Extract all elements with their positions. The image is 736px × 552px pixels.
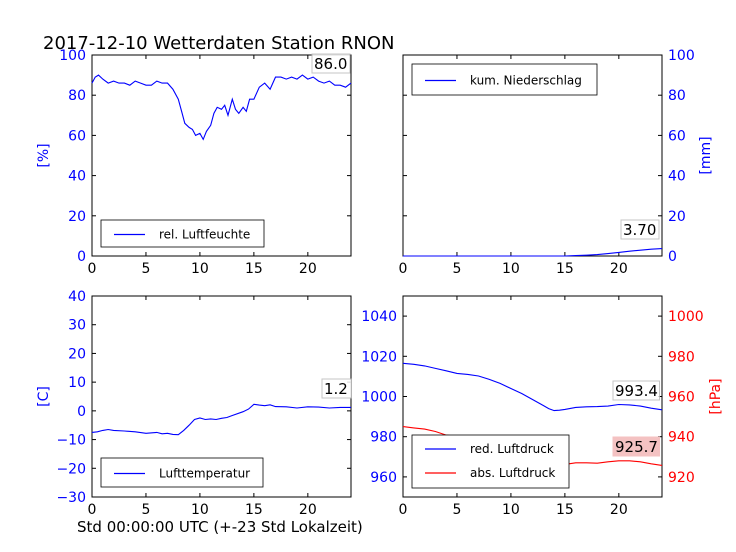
y-axis-label: [%] [36,143,52,167]
y-tick-label: 0 [668,249,677,265]
x-tick-label: 0 [88,502,97,518]
legend-entry: kum. Niederschlag [470,74,582,88]
y-tick-label: 100 [668,48,695,64]
y-tick-label: 40 [668,169,686,185]
x-tick-label: 15 [245,261,263,277]
y-tick-label: −20 [56,461,86,477]
legend-entry: Lufttemperatur [159,467,250,481]
legend-box [100,457,264,488]
x-tick-label: 15 [556,261,574,277]
legend-box [411,434,570,489]
y-tick-label: 60 [68,128,86,144]
legend-box [100,219,265,248]
x-tick-label: 20 [299,502,317,518]
x-tick-label: 20 [610,261,628,277]
x-tick-label: 15 [556,502,574,518]
chart-panel-4: 0 5 10 15 20 960 980 1000 1020 1040 920 940 960 980 10… [361,295,724,518]
y-tick-label: 80 [68,88,86,104]
y2-tick-label: 1000 [668,309,704,325]
x-tick-label: 10 [191,261,209,277]
y-axis-label: [mm] [698,136,714,174]
y-tick-label: 100 [59,48,86,64]
value-label-box [321,378,352,399]
y-tick-label: 30 [68,318,86,334]
x-tick-label: 10 [191,502,209,518]
chart-panel-3: 0 5 10 15 20 −30 −20 −10 0 10 20 30 40 [C] 1.2 Lufttemp… [36,289,352,518]
series-line [91,74,352,141]
x-tick-label: 15 [245,502,263,518]
value-label-box [311,53,351,74]
x-tick-label: 10 [502,261,520,277]
y2-tick-label: 960 [668,390,695,406]
y2-axis-label: [hPa] [708,378,724,414]
y-tick-label: 1000 [361,390,397,406]
value-label: 1.2 [324,380,348,398]
y-tick-label: 960 [370,470,397,486]
chart-panel-2: 0 5 10 15 20 0 20 40 60 80 100 [mm] 3.70 kum. Nieders… [399,48,714,277]
y-tick-label: 1020 [361,349,397,365]
x-tick-label: 5 [141,261,150,277]
x-tick-label: 10 [502,502,520,518]
y-tick-label: −30 [56,490,86,506]
y-tick-label: 10 [68,375,86,391]
series-line [402,362,663,412]
x-tick-label: 20 [610,502,628,518]
x-tick-label: 5 [452,502,461,518]
y-tick-label: 60 [668,128,686,144]
x-tick-label: 20 [299,261,317,277]
series-line [91,403,351,436]
legend-entry: abs. Luftdruck [470,466,555,480]
x-tick-label: 0 [399,261,408,277]
y-tick-label: −10 [56,433,86,449]
value-label-box [612,380,660,401]
y-tick-label: 20 [668,209,686,225]
legend-entry: red. Luftdruck [470,442,554,456]
value-label: 925.7 [615,438,658,456]
x-tick-label: 0 [88,261,97,277]
series-line [403,248,663,257]
y-tick-label: 40 [68,289,86,305]
y-tick-label: 0 [77,249,86,265]
y-tick-label: 980 [370,430,397,446]
y-tick-label: 1040 [361,309,397,325]
value-label-box [612,436,660,457]
x-tick-label: 5 [452,261,461,277]
chart-panel-1: 0 5 10 15 20 0 20 40 60 80 100 [%] 86.0 rel. Luftfeuc… [36,48,352,277]
x-tick-label: 0 [399,502,408,518]
y2-tick-label: 920 [668,470,695,486]
value-label-box [620,219,660,240]
y2-tick-label: 980 [668,349,695,365]
y-axis-label: [C] [36,386,52,407]
legend-entry: rel. Luftfeuchte [159,228,250,242]
y-tick-label: 80 [668,88,686,104]
legend-box [411,63,598,96]
value-label: 86.0 [314,55,347,73]
y-tick-label: 0 [77,404,86,420]
y2-tick-label: 940 [668,430,695,446]
value-label: 993.4 [615,382,658,400]
value-label: 3.70 [623,221,656,239]
figure-title: 2017-12-10 Wetterdaten Station RNON [43,33,394,54]
y-tick-label: 20 [68,346,86,362]
footer-x-label: Std 00:00:00 UTC (+-23 Std Lokalzeit) [77,518,363,536]
y-tick-label: 40 [68,169,86,185]
y-tick-label: 20 [68,209,86,225]
x-tick-label: 5 [141,502,150,518]
